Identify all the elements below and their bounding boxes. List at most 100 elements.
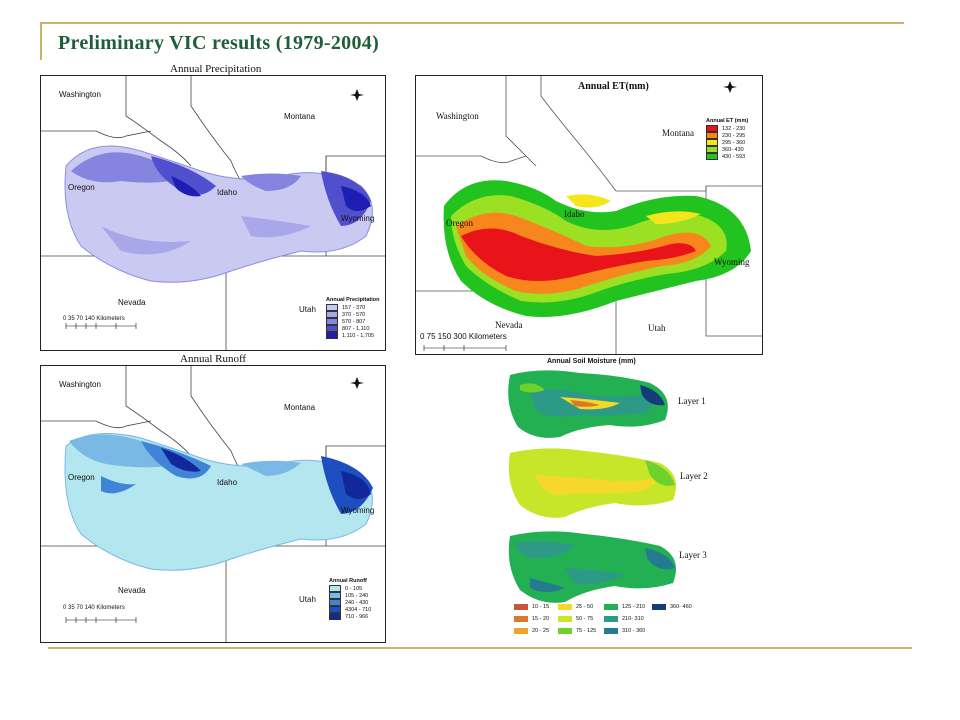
runoff-legend: Annual Runoff 0 - 105 105 - 240 240 - 43…: [329, 578, 371, 620]
place-montana: Montana: [284, 112, 316, 121]
bottom-rule: [48, 647, 912, 649]
legend-label: 157 - 370: [342, 304, 366, 311]
legend-swatch: [329, 592, 341, 599]
precip-caption: Annual Precipitation: [170, 63, 262, 75]
legend-label: 360- 460: [670, 604, 692, 610]
legend-swatch: [604, 628, 618, 634]
legend-row: 710 - 966: [329, 613, 371, 620]
legend-swatch: [706, 153, 718, 160]
legend-item: 210- 310: [604, 616, 644, 622]
legend-swatch: [558, 616, 572, 622]
legend-item: 25 - 50: [558, 604, 593, 610]
legend-item: 360- 460: [652, 604, 692, 610]
place-washington: Washington: [59, 380, 101, 389]
place-oregon: Oregon: [68, 473, 95, 482]
legend-label: 807 - 1,110: [342, 325, 370, 332]
legend-swatch: [514, 616, 528, 622]
legend-label: 210- 310: [622, 616, 644, 622]
legend-swatch: [326, 332, 338, 339]
place-washington: Washington: [59, 90, 101, 99]
legend-label: 0 - 105: [345, 585, 363, 592]
place-idaho: Idaho: [217, 478, 238, 487]
runoff-map-graphic: [41, 366, 385, 642]
legend-item: 75 - 125: [558, 628, 596, 634]
place-oregon: Oregon: [446, 218, 473, 228]
legend-swatch: [514, 604, 528, 610]
legend-swatch: [706, 125, 718, 132]
et-legend-title: Annual ET (mm): [706, 118, 749, 124]
legend-row: 157 - 370: [326, 304, 379, 311]
legend-swatch: [652, 604, 666, 610]
place-idaho: Idaho: [217, 188, 238, 197]
et-legend: Annual ET (mm) 132 - 230 230 - 295 295 -…: [706, 118, 748, 160]
legend-swatch: [326, 325, 338, 332]
soil-layer-2-map: [508, 448, 677, 518]
legend-label: 710 - 966: [345, 613, 369, 620]
precip-legend-title: Annual Precipitation: [326, 297, 380, 303]
legend-item: 15 - 20: [514, 616, 549, 622]
legend-label: 1,110 - 1,705: [342, 332, 375, 339]
legend-swatch: [329, 585, 341, 592]
legend-row: 430 - 593: [706, 153, 748, 160]
top-rule: [40, 22, 904, 24]
precip-map-graphic: [41, 76, 385, 350]
legend-row: 807 - 1,110: [326, 325, 379, 332]
place-nevada: Nevada: [118, 586, 146, 595]
legend-item: 50 - 75: [558, 616, 593, 622]
soil-layer-3-label: Layer 3: [679, 550, 707, 560]
place-wyoming: Wyoming: [341, 214, 375, 223]
legend-swatch: [558, 628, 572, 634]
place-utah: Utah: [648, 323, 666, 333]
legend-swatch: [706, 139, 718, 146]
legend-row: 360- 430: [706, 146, 748, 153]
runoff-map: Washington Montana Oregon Idaho Wyoming …: [40, 365, 386, 643]
legend-label: 310 - 360: [622, 628, 646, 634]
runoff-legend-title: Annual Runoff: [329, 578, 367, 584]
legend-label: 25 - 50: [576, 604, 594, 610]
legend-swatch: [326, 318, 338, 325]
legend-row: 4304 - 710: [329, 606, 371, 613]
legend-swatch: [329, 613, 341, 620]
soil-layer-1-label: Layer 1: [678, 396, 706, 406]
legend-label: 50 - 75: [576, 616, 594, 622]
place-idaho: Idaho: [564, 209, 585, 219]
legend-row: 230 - 295: [706, 132, 748, 139]
legend-swatch: [604, 616, 618, 622]
legend-label: 132 - 230: [722, 125, 746, 132]
legend-label: 125 - 210: [622, 604, 646, 610]
legend-item: 125 - 210: [604, 604, 645, 610]
runoff-scale-label: 0 35 70 140 Kilometers: [63, 605, 125, 611]
legend-label: 360- 430: [722, 146, 744, 153]
legend-row: 1,110 - 1,705: [326, 332, 379, 339]
et-map-graphic: [416, 76, 762, 354]
place-nevada: Nevada: [118, 298, 146, 307]
legend-label: 4304 - 710: [345, 606, 372, 613]
legend-swatch: [329, 606, 341, 613]
precip-legend: Annual Precipitation 157 - 370 370 - 570…: [326, 297, 379, 339]
legend-label: 20 - 25: [532, 628, 550, 634]
legend-swatch: [706, 132, 718, 139]
et-caption: Annual ET(mm): [578, 81, 649, 92]
legend-swatch: [706, 146, 718, 153]
legend-row: 0 - 105: [329, 585, 371, 592]
legend-label: 230 - 295: [722, 132, 746, 139]
place-oregon: Oregon: [68, 183, 95, 192]
legend-label: 15 - 20: [532, 616, 550, 622]
legend-row: 240 - 430: [329, 599, 371, 606]
legend-label: 295 - 360: [722, 139, 746, 146]
legend-label: 75 - 125: [576, 628, 597, 634]
place-utah: Utah: [299, 595, 316, 604]
legend-label: 570 - 807: [342, 318, 366, 325]
legend-swatch: [329, 599, 341, 606]
slide-title: Preliminary VIC results (1979-2004): [58, 32, 380, 54]
title-left-bar: [40, 22, 42, 60]
legend-label: 10 - 15: [532, 604, 550, 610]
legend-row: 570 - 807: [326, 318, 379, 325]
legend-label: 370 - 570: [342, 311, 366, 318]
legend-swatch: [604, 604, 618, 610]
legend-row: 370 - 570: [326, 311, 379, 318]
soil-layer-2-label: Layer 2: [680, 471, 708, 481]
place-wyoming: Wyoming: [341, 506, 375, 515]
place-nevada: Nevada: [495, 320, 523, 330]
place-utah: Utah: [299, 305, 316, 314]
